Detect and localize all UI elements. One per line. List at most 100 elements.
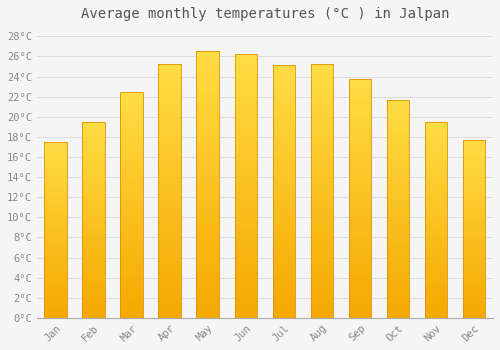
Bar (158, 239, 182, 242)
Bar (82, 271, 105, 273)
Bar (82, 273, 105, 275)
Bar (196, 193, 220, 195)
Bar (348, 308, 372, 311)
Bar (272, 252, 295, 255)
Bar (310, 234, 334, 237)
Bar (386, 209, 409, 211)
Bar (158, 178, 182, 181)
Bar (348, 203, 372, 205)
Bar (310, 97, 334, 100)
Bar (234, 236, 258, 239)
Bar (310, 267, 334, 270)
Bar (120, 282, 144, 284)
Bar (386, 289, 409, 292)
Bar (424, 243, 448, 245)
Bar (120, 180, 144, 182)
Bar (272, 76, 295, 78)
Bar (44, 316, 67, 318)
Bar (462, 163, 485, 165)
Bar (424, 139, 448, 141)
Bar (462, 311, 485, 313)
Bar (196, 219, 220, 222)
Bar (120, 107, 144, 110)
Bar (196, 110, 220, 113)
Bar (44, 309, 67, 311)
Bar (348, 229, 372, 232)
Bar (196, 171, 220, 174)
Bar (386, 257, 409, 259)
Bar (424, 273, 448, 275)
Bar (158, 217, 182, 219)
Bar (44, 254, 67, 256)
Bar (44, 228, 67, 230)
Bar (462, 247, 485, 248)
Bar (386, 204, 409, 206)
Bar (234, 78, 258, 81)
Bar (424, 267, 448, 269)
Bar (348, 201, 372, 203)
Bar (424, 230, 448, 232)
Bar (44, 233, 67, 235)
Bar (82, 212, 105, 214)
Bar (348, 251, 372, 253)
Bar (44, 286, 67, 288)
Bar (310, 90, 334, 92)
Bar (348, 86, 372, 88)
Bar (348, 93, 372, 95)
Bar (120, 141, 144, 144)
Bar (82, 269, 105, 271)
Bar (82, 253, 105, 255)
Bar (310, 227, 334, 229)
Bar (196, 51, 220, 54)
Bar (348, 253, 372, 256)
Bar (44, 188, 67, 189)
Bar (234, 292, 258, 294)
Bar (462, 144, 485, 145)
Bar (386, 316, 409, 318)
Bar (348, 78, 372, 81)
Bar (82, 236, 105, 238)
Bar (82, 183, 105, 184)
Bar (348, 196, 372, 198)
Bar (424, 159, 448, 161)
Bar (234, 76, 258, 78)
Bar (424, 145, 448, 147)
Bar (82, 275, 105, 277)
Bar (310, 178, 334, 181)
Bar (44, 202, 67, 203)
Bar (424, 239, 448, 241)
Bar (348, 215, 372, 217)
Bar (272, 199, 295, 202)
Bar (348, 256, 372, 258)
Bar (158, 156, 182, 158)
Bar (272, 285, 295, 288)
Bar (234, 99, 258, 102)
Bar (424, 171, 448, 173)
Bar (196, 281, 220, 283)
Bar (272, 116, 295, 119)
Bar (158, 242, 182, 244)
Bar (386, 156, 409, 159)
Bar (386, 180, 409, 183)
Bar (424, 251, 448, 253)
Bar (424, 175, 448, 177)
Bar (462, 167, 485, 168)
Bar (196, 254, 220, 257)
Bar (196, 102, 220, 105)
Bar (310, 254, 334, 257)
Bar (424, 163, 448, 165)
Bar (158, 189, 182, 191)
Bar (310, 87, 334, 90)
Bar (196, 105, 220, 107)
Bar (44, 306, 67, 307)
Bar (424, 312, 448, 314)
Bar (196, 174, 220, 177)
Bar (310, 275, 334, 277)
Bar (196, 75, 220, 78)
Bar (462, 170, 485, 172)
Bar (272, 293, 295, 295)
Bar (158, 183, 182, 186)
Bar (196, 51, 220, 318)
Bar (310, 194, 334, 196)
Bar (196, 225, 220, 227)
